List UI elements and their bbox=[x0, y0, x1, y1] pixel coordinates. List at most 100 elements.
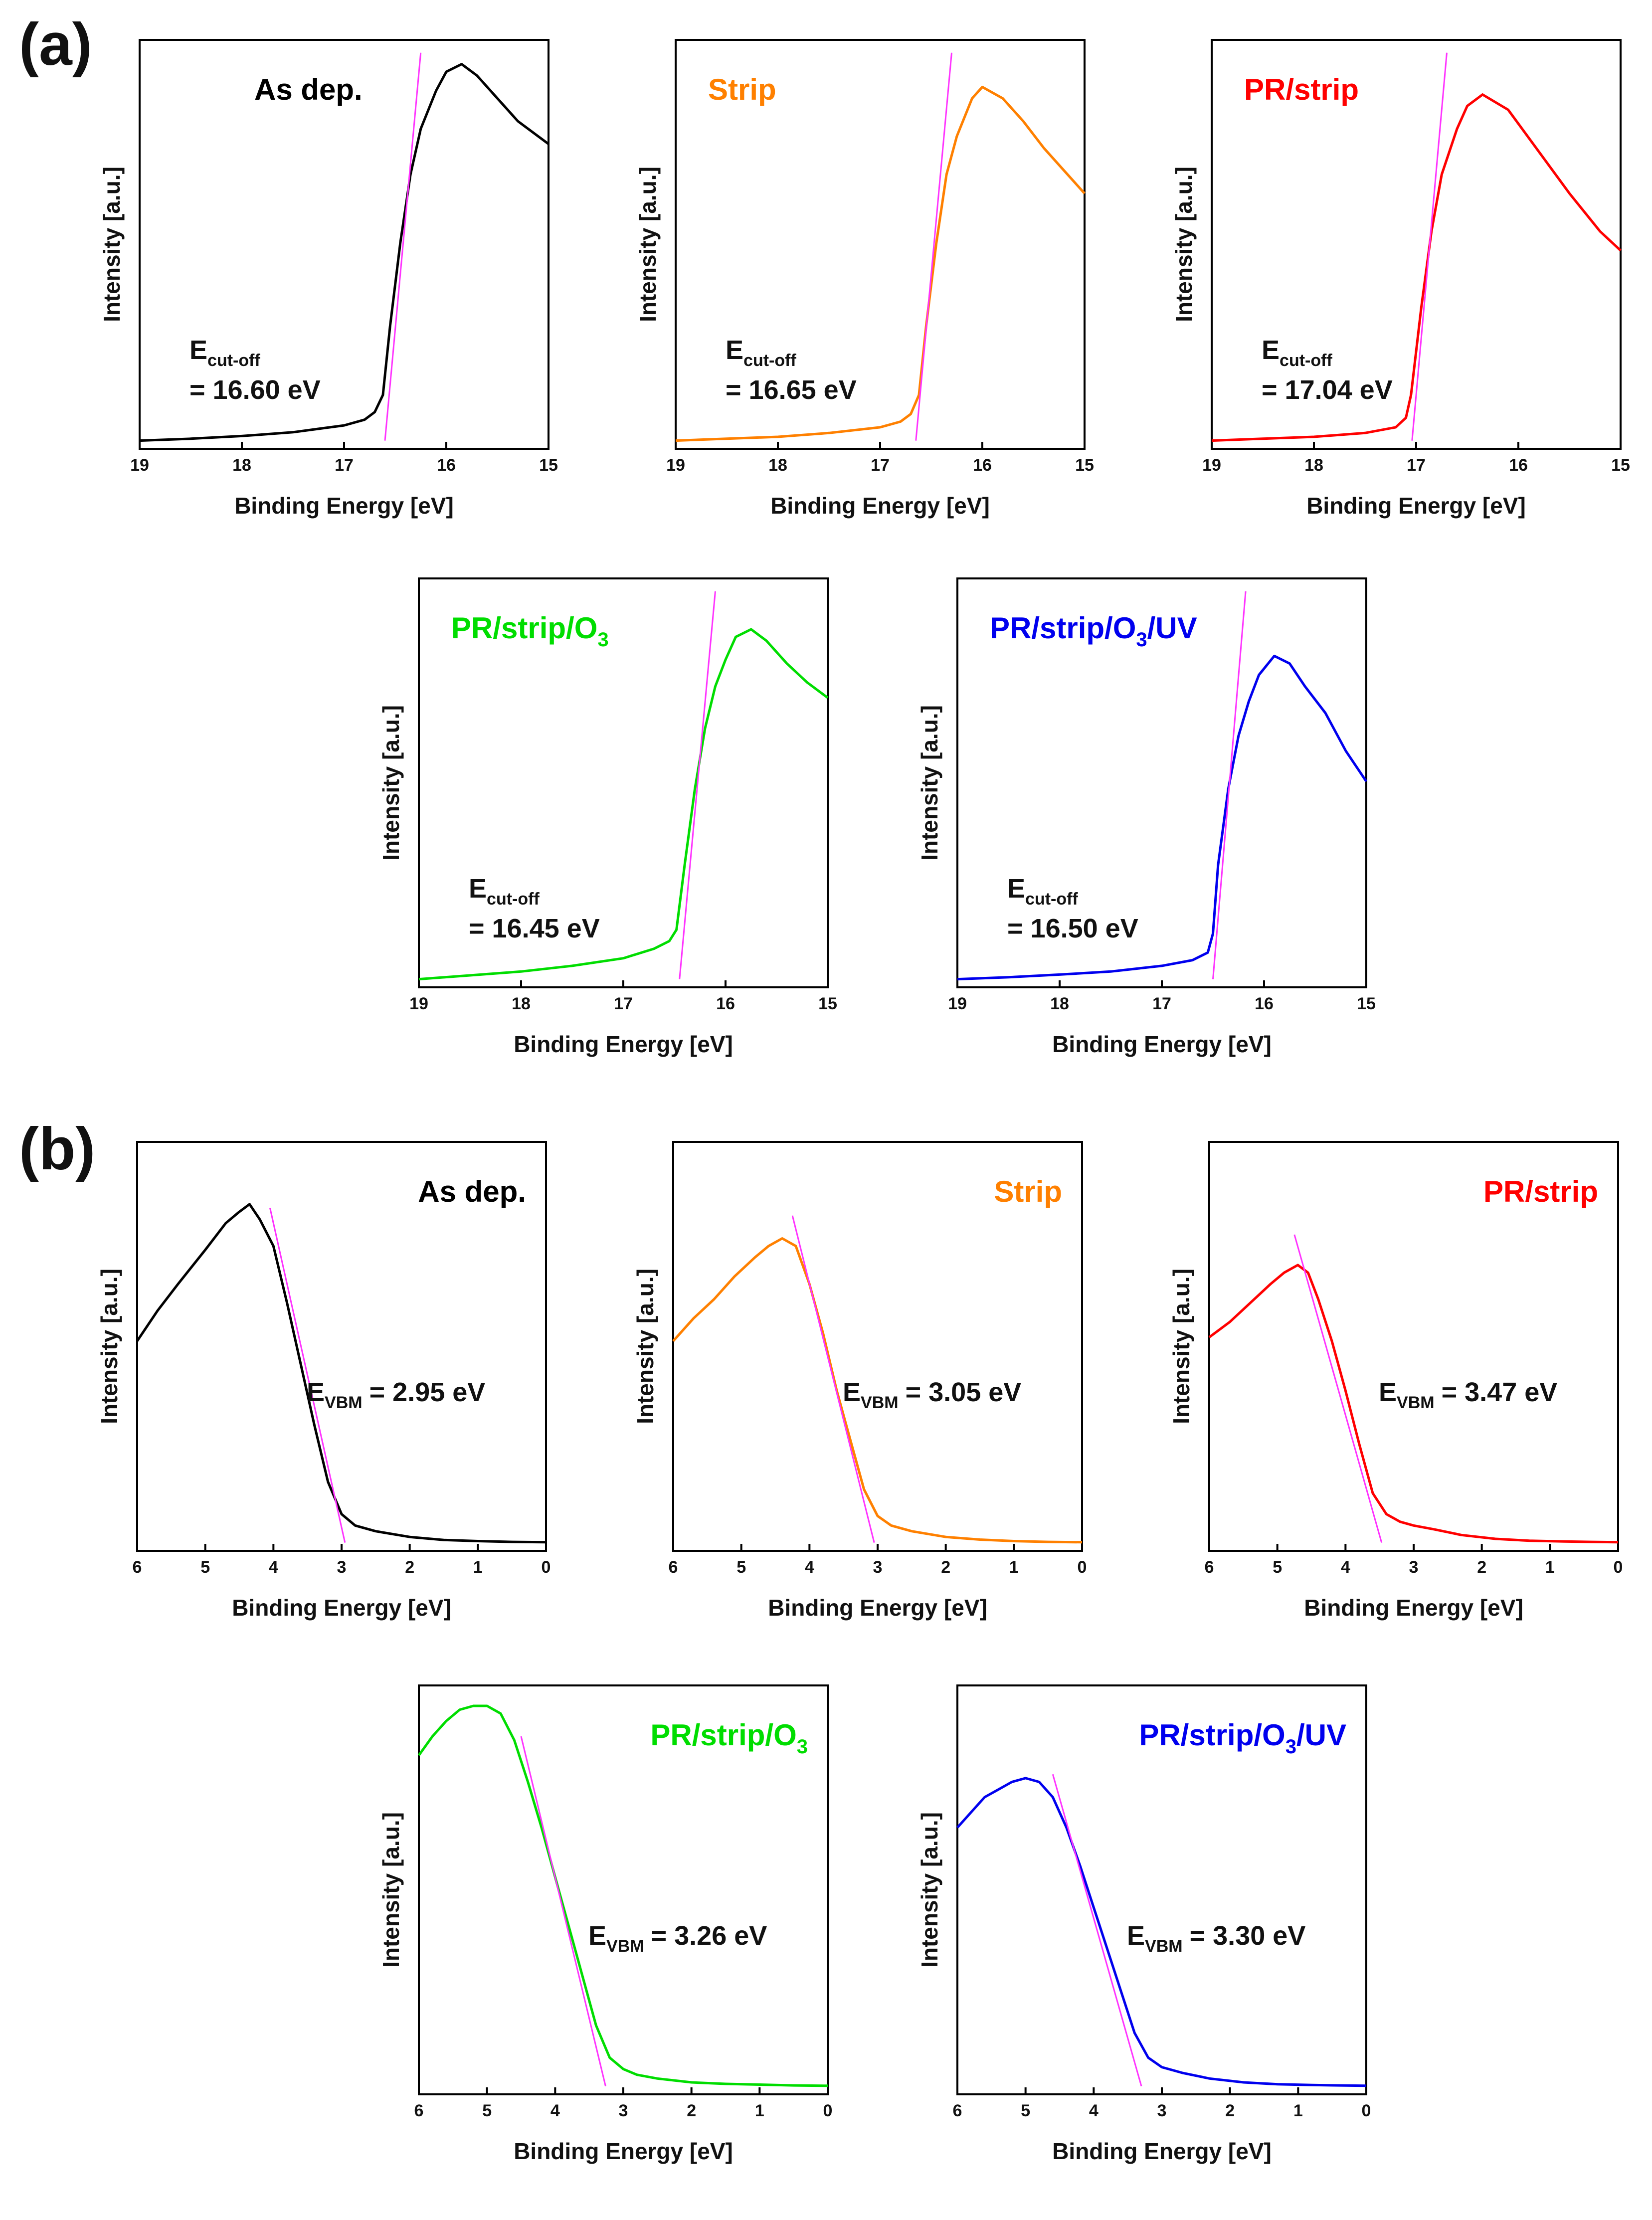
x-tick-label: 4 bbox=[805, 1558, 814, 1577]
vbm-subscript: VBM bbox=[606, 1937, 644, 1956]
cutoff-value: = 16.45 eV bbox=[469, 914, 600, 943]
cutoff-value: = 16.65 eV bbox=[726, 375, 857, 405]
fit-line bbox=[384, 52, 422, 441]
x-tick-label: 17 bbox=[871, 456, 890, 475]
vbm-value: = 2.95 eV bbox=[369, 1377, 486, 1407]
x-axis-label: Binding Energy [eV] bbox=[232, 1595, 451, 1621]
x-tick-label: 4 bbox=[551, 2101, 560, 2120]
plot-title: PR/strip/O3/UV bbox=[1139, 1718, 1346, 1758]
x-tick-label: 18 bbox=[232, 456, 251, 475]
vbm-subscript: VBM bbox=[1397, 1393, 1435, 1412]
x-tick-label: 6 bbox=[669, 1558, 678, 1577]
spectrum-line bbox=[675, 85, 1086, 442]
x-tick-label: 16 bbox=[716, 994, 735, 1013]
x-tick-label: 0 bbox=[1614, 1558, 1623, 1577]
x-tick-label: 0 bbox=[1362, 2101, 1371, 2120]
plot-title-part: PR/strip/O bbox=[990, 611, 1136, 645]
x-tick-label: 18 bbox=[512, 994, 531, 1013]
cutoff-label: Ecut-off bbox=[1007, 874, 1078, 909]
x-tick-label: 6 bbox=[1205, 1558, 1214, 1577]
plot-title: Strip bbox=[994, 1175, 1062, 1208]
x-tick-label: 1 bbox=[473, 1558, 483, 1577]
x-axis-label: Binding Energy [eV] bbox=[234, 493, 454, 519]
x-tick-label: 2 bbox=[941, 1558, 950, 1577]
x-tick-label: 16 bbox=[1255, 994, 1274, 1013]
x-tick-label: 18 bbox=[1304, 456, 1323, 475]
plot-title: PR/strip/O3/UV bbox=[990, 611, 1197, 651]
x-axis-label: Binding Energy [eV] bbox=[768, 1595, 987, 1621]
cutoff-subscript: cut-off bbox=[743, 351, 796, 370]
x-tick-label: 5 bbox=[200, 1558, 210, 1577]
cutoff-subscript: cut-off bbox=[207, 351, 260, 370]
plot-title-part: PR/strip/O bbox=[1139, 1718, 1285, 1752]
plot-title-part: 3 bbox=[1285, 1736, 1296, 1758]
y-axis-label: Intensity [a.u.] bbox=[99, 167, 125, 322]
vbm-subscript: VBM bbox=[325, 1393, 363, 1412]
x-tick-label: 15 bbox=[1075, 456, 1094, 475]
plot-title: PR/strip bbox=[1483, 1175, 1598, 1208]
vbm-subscript: VBM bbox=[1145, 1937, 1183, 1956]
x-tick-label: 4 bbox=[1341, 1558, 1350, 1577]
vbm-value: = 3.05 eV bbox=[906, 1377, 1022, 1407]
cutoff-symbol: E bbox=[1262, 335, 1280, 365]
y-axis-label: Intensity [a.u.] bbox=[632, 1269, 658, 1424]
spectrum-line bbox=[418, 628, 829, 981]
cutoff-subscript: cut-off bbox=[1280, 351, 1332, 370]
plot-title-part: 3 bbox=[797, 1736, 808, 1758]
x-axis-label: Binding Energy [eV] bbox=[1304, 1595, 1523, 1621]
x-tick-label: 16 bbox=[973, 456, 992, 475]
x-tick-label: 3 bbox=[337, 1558, 347, 1577]
panel-label-b: (b) bbox=[19, 1115, 96, 1182]
plot-title-part: PR/strip/O bbox=[650, 1718, 796, 1752]
x-tick-label: 5 bbox=[1021, 2101, 1030, 2120]
x-tick-label: 3 bbox=[873, 1558, 883, 1577]
x-tick-label: 6 bbox=[414, 2101, 424, 2120]
spectrum-line bbox=[1211, 93, 1622, 442]
cutoff-symbol: E bbox=[1007, 874, 1025, 904]
vbm-label: EVBM = 3.05 eV bbox=[843, 1377, 1021, 1412]
vbm-symbol: E bbox=[588, 1921, 606, 1951]
cutoff-value: = 16.50 eV bbox=[1007, 914, 1138, 943]
plot-title-part: Strip bbox=[708, 73, 776, 106]
y-axis-label: Intensity [a.u.] bbox=[1168, 1269, 1194, 1424]
x-axis-label: Binding Energy [eV] bbox=[514, 2138, 733, 2164]
vbm-label: EVBM = 3.26 eV bbox=[588, 1921, 767, 1956]
x-tick-label: 3 bbox=[1409, 1558, 1419, 1577]
cutoff-value: = 17.04 eV bbox=[1262, 375, 1393, 405]
x-tick-label: 2 bbox=[1225, 2101, 1235, 2120]
plot-pr-strip-cutoff: 19 18 17 16 15 Binding Energy [eV] Intensity [… bbox=[1171, 39, 1630, 519]
x-tick-label: 18 bbox=[768, 456, 787, 475]
plot-title-part: PR/strip bbox=[1244, 73, 1359, 106]
spectrum-line bbox=[139, 63, 550, 442]
y-axis-label: Intensity [a.u.] bbox=[917, 1812, 942, 1968]
spectrum-line bbox=[417, 1704, 828, 2087]
plot-title: Strip bbox=[708, 73, 776, 106]
vbm-subscript: VBM bbox=[861, 1393, 899, 1412]
x-axis-label: Binding Energy [eV] bbox=[1306, 493, 1526, 519]
vbm-label: EVBM = 2.95 eV bbox=[307, 1377, 485, 1412]
plot-title-part: PR/strip bbox=[1483, 1175, 1598, 1208]
x-tick-label: 18 bbox=[1050, 994, 1069, 1013]
fit-line bbox=[1212, 591, 1247, 979]
vbm-symbol: E bbox=[1379, 1377, 1397, 1407]
fit-line bbox=[269, 1208, 346, 1543]
plot-title-part: 3 bbox=[1136, 629, 1147, 651]
x-tick-label: 19 bbox=[948, 994, 967, 1013]
y-axis-label: Intensity [a.u.] bbox=[917, 705, 942, 861]
x-tick-label: 5 bbox=[482, 2101, 492, 2120]
fit-line bbox=[791, 1215, 875, 1543]
vbm-value: = 3.47 eV bbox=[1442, 1377, 1558, 1407]
x-tick-label: 15 bbox=[1357, 994, 1376, 1013]
x-tick-label: 19 bbox=[666, 456, 685, 475]
plot-pr-strip-vbm: 6 5 4 3 2 1 0 Binding Energy [eV] Intensity [a.u… bbox=[1168, 1141, 1623, 1621]
fit-line bbox=[1293, 1234, 1383, 1543]
x-tick-label: 2 bbox=[687, 2101, 696, 2120]
x-tick-label: 17 bbox=[1152, 994, 1171, 1013]
fit-line bbox=[1052, 1774, 1142, 2087]
vbm-label: EVBM = 3.30 eV bbox=[1127, 1921, 1305, 1956]
plot-title: PR/strip/O3 bbox=[650, 1718, 808, 1758]
vbm-symbol: E bbox=[1127, 1921, 1145, 1951]
x-tick-label: 0 bbox=[823, 2101, 833, 2120]
plot-title-part: /UV bbox=[1296, 1718, 1346, 1752]
x-tick-label: 4 bbox=[1089, 2101, 1099, 2120]
